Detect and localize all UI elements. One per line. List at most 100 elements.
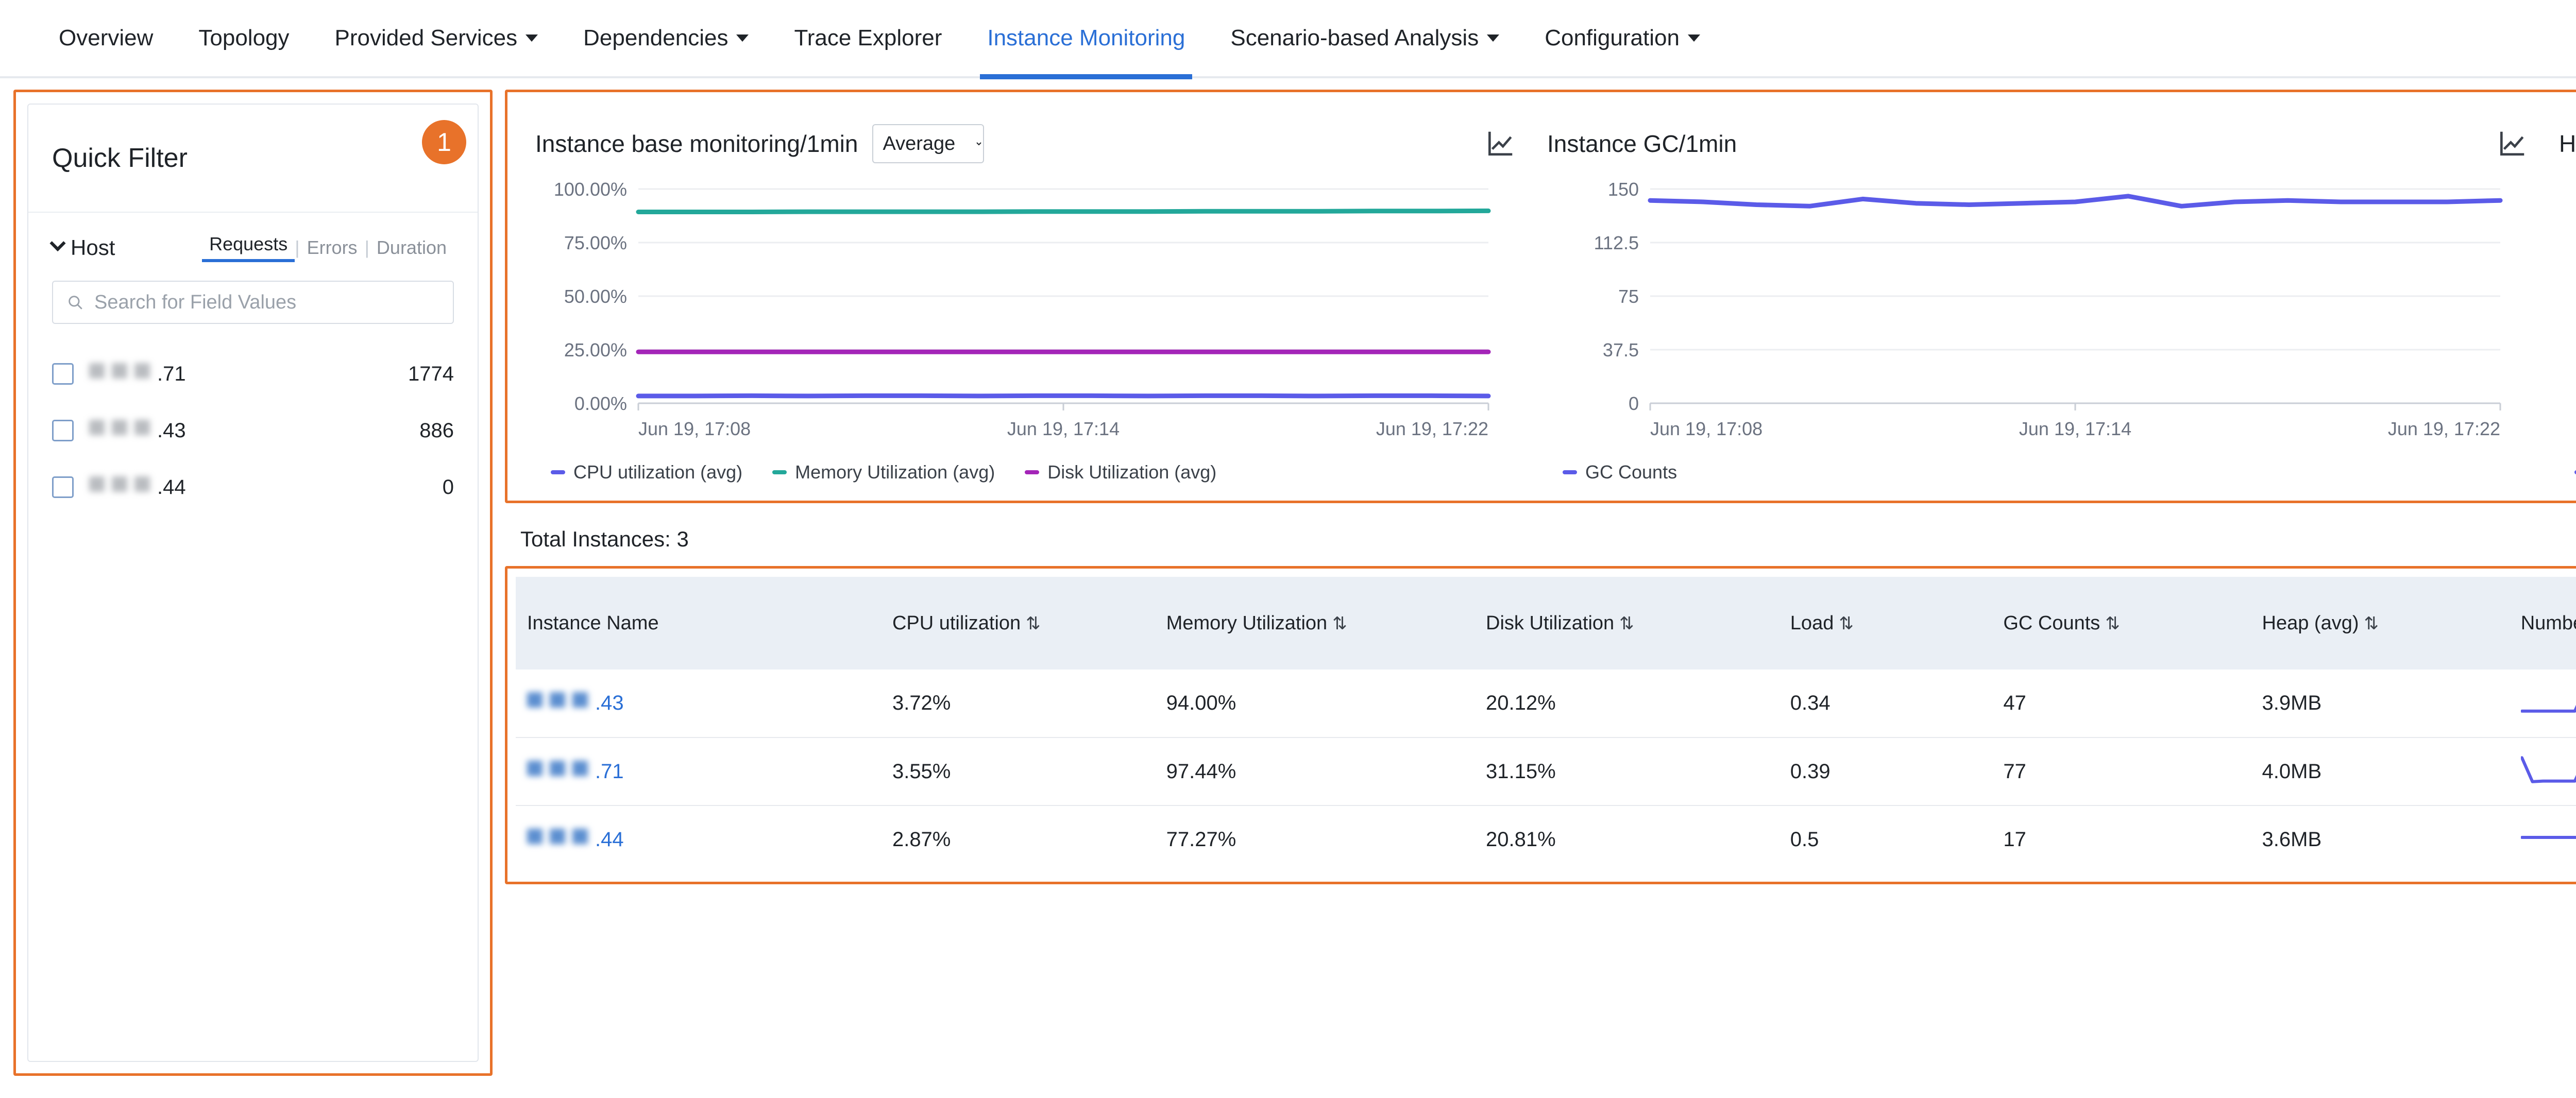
host-ip-suffix: .44 <box>157 475 186 499</box>
host-filter-item[interactable]: .71 1774 <box>52 346 454 402</box>
caret-down-icon <box>1487 35 1500 42</box>
svg-text:Jun 19, 17:22: Jun 19, 17:22 <box>2388 418 2500 439</box>
quick-filter-header: Quick Filter <box>28 105 478 213</box>
cell-cpu-utilization: 3.55% <box>880 737 1155 806</box>
legend-item[interactable]: Disk Utilization (avg) <box>1025 461 1216 483</box>
instance-name-link[interactable]: .71 <box>527 760 870 783</box>
cell-cpu-utilization: 3.72% <box>880 670 1155 738</box>
top-navigation: Overview Topology Provided Services Depende… <box>0 0 2576 79</box>
svg-text:112.5: 112.5 <box>1594 232 1639 253</box>
host-filter-checkbox[interactable] <box>52 363 74 385</box>
cell-instance-name[interactable]: .44 <box>516 805 881 873</box>
metric-tab-duration[interactable]: Duration <box>376 237 447 258</box>
column-header-cpu-utilization[interactable]: CPU utilization ⇅ <box>880 577 1155 670</box>
column-header-label: Instance Name <box>527 612 659 634</box>
masked-ip-prefix <box>89 476 155 492</box>
legend-label: Memory Utilization (avg) <box>795 461 995 483</box>
cell-load: 0.5 <box>1790 828 1819 851</box>
column-header-label: Heap (avg) <box>2262 612 2359 634</box>
nav-item-label: Dependencies <box>583 25 728 50</box>
chart-title: Instance base monitoring/1min <box>535 130 858 157</box>
sort-toggle-icon[interactable]: ⇅ <box>2364 613 2379 633</box>
requests-sparkline <box>2520 683 2576 724</box>
tab-separator: | <box>295 237 300 258</box>
instance-ip-suffix: .71 <box>595 760 624 783</box>
cell-gc-counts: 17 <box>2003 828 2026 851</box>
svg-text:37.5: 37.5 <box>1603 339 1639 361</box>
column-header-number-of-requests[interactable]: Number of Requests⇅ <box>2509 577 2576 670</box>
total-instances-label: Total Instances: 3 <box>520 527 689 551</box>
host-filter-checkbox[interactable] <box>52 476 74 498</box>
nav-item-instance-monitoring[interactable]: Instance Monitoring <box>964 0 1208 79</box>
cell-disk-utilization: 31.15% <box>1475 737 1779 806</box>
cell-number-of-requests: 0 <box>2510 805 2576 873</box>
aggregation-select[interactable]: AverageMaximumMinimum <box>872 124 985 163</box>
chart-panel-2: Instance GC/1min 0 37.5 75 112.5 150 Jun 19, 1… <box>1532 105 2544 488</box>
line-chart-icon[interactable] <box>2496 128 2528 160</box>
host-filter-checkbox[interactable] <box>52 420 74 441</box>
nav-item-overview[interactable]: Overview <box>36 0 176 77</box>
sort-toggle-icon[interactable]: ⇅ <box>1839 613 1854 633</box>
nav-item-trace-explorer[interactable]: Trace Explorer <box>771 0 964 77</box>
cell-memory-utilization: 94.00% <box>1155 670 1475 738</box>
nav-item-topology[interactable]: Topology <box>176 0 312 77</box>
column-header-gc-counts[interactable]: GC Counts ⇅ <box>1992 577 2251 670</box>
tab-separator: | <box>364 237 369 258</box>
quick-filter-body: Host Requests|Errors|Duration .711774.43… <box>28 213 478 516</box>
nav-item-dependencies[interactable]: Dependencies <box>561 0 771 77</box>
chart-title: Instance GC/1min <box>1547 130 1737 157</box>
column-header-instance-name: Instance Name <box>516 577 881 670</box>
chart-plot-area: 0.0B1.2MB2.4MB3.6MB4.8MBJun 19, 17:08Jun… <box>2559 180 2576 450</box>
nav-item-configuration[interactable]: Configuration <box>1522 0 1723 77</box>
svg-text:Jun 19, 17:08: Jun 19, 17:08 <box>1650 418 1762 439</box>
nav-item-scenario-based-analysis[interactable]: Scenario-based Analysis <box>1208 0 1522 77</box>
instance-name-link[interactable]: .44 <box>527 828 870 851</box>
column-header-disk-utilization[interactable]: Disk Utilization ⇅ <box>1475 577 1779 670</box>
column-header-load[interactable]: Load ⇅ <box>1778 577 1992 670</box>
cell-instance-name[interactable]: .71 <box>516 737 881 806</box>
legend-item[interactable]: Memory Utilization (avg) <box>772 461 995 483</box>
column-header-heap-avg-[interactable]: Heap (avg) ⇅ <box>2250 577 2510 670</box>
legend-item[interactable]: GC Counts <box>1563 461 1677 483</box>
svg-text:Jun 19, 17:08: Jun 19, 17:08 <box>638 418 751 439</box>
sort-toggle-icon[interactable]: ⇅ <box>1026 613 1041 633</box>
chart-title: Heap (avg)/1min <box>2559 130 2576 157</box>
sort-toggle-icon[interactable]: ⇅ <box>1619 613 1634 633</box>
field-values-search[interactable] <box>52 281 454 324</box>
legend-color-swatch <box>772 470 787 474</box>
quick-filter-metric-tabs: Requests | Errors | Duration <box>202 233 454 262</box>
host-field-label: Host <box>71 235 115 260</box>
metric-tab-errors[interactable]: Errors <box>307 237 358 258</box>
right-column: 2 Instance base monitoring/1minAverageMa… <box>505 90 2576 884</box>
sort-toggle-icon[interactable]: ⇅ <box>1332 613 1347 633</box>
host-filter-item[interactable]: .43 886 <box>52 402 454 459</box>
cell-instance-name[interactable]: .43 <box>516 670 881 738</box>
host-ip-suffix: .43 <box>157 419 186 442</box>
sort-toggle-icon[interactable]: ⇅ <box>2105 613 2120 633</box>
svg-text:Jun 19, 17:14: Jun 19, 17:14 <box>2019 418 2131 439</box>
quick-filter-title: Quick Filter <box>52 143 188 173</box>
host-filter-item[interactable]: .44 0 <box>52 459 454 516</box>
host-request-count: 886 <box>419 419 454 442</box>
svg-text:150: 150 <box>1608 180 1639 200</box>
instances-table: Instance Name CPU utilization ⇅ Memory Util… <box>516 577 2576 873</box>
chart-legend: CPU utilization (avg) Memory Utilization … <box>535 461 1516 483</box>
search-input[interactable] <box>94 291 439 314</box>
svg-text:75: 75 <box>1618 286 1639 307</box>
svg-text:75.00%: 75.00% <box>564 232 627 253</box>
column-header-label: Disk Utilization <box>1486 612 1615 634</box>
instance-name-link[interactable]: .43 <box>527 692 870 715</box>
host-field-toggle[interactable]: Host <box>49 235 115 260</box>
cell-memory-utilization: 97.44% <box>1155 737 1475 806</box>
column-header-memory-utilization[interactable]: Memory Utilization ⇅ <box>1155 577 1475 670</box>
svg-text:50.00%: 50.00% <box>564 286 627 307</box>
nav-item-provided-services[interactable]: Provided Services <box>312 0 561 77</box>
line-chart-icon[interactable] <box>1484 128 1516 160</box>
charts-row: Instance base monitoring/1min AverageMaxi… <box>520 105 2576 488</box>
legend-item[interactable]: Heap (avg) <box>2574 461 2576 483</box>
cell-load: 0.39 <box>1778 737 1992 806</box>
metric-tab-requests[interactable]: Requests <box>202 233 295 262</box>
svg-text:100.00%: 100.00% <box>554 180 627 200</box>
svg-text:0: 0 <box>1629 393 1639 414</box>
legend-item[interactable]: CPU utilization (avg) <box>551 461 742 483</box>
